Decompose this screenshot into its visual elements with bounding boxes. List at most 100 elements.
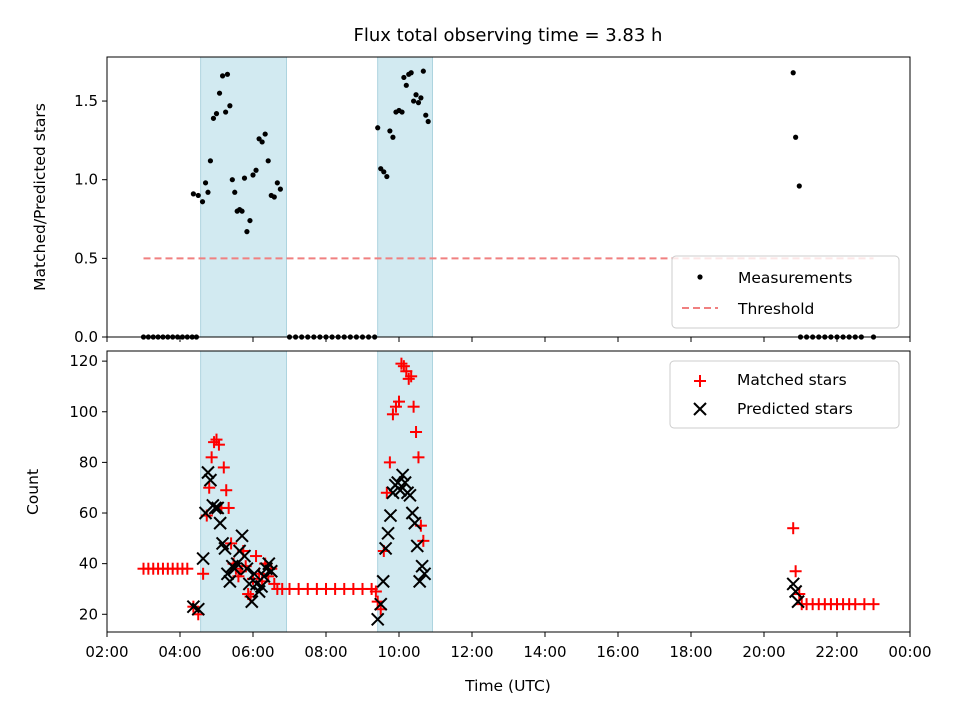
measurement-point: [401, 74, 407, 81]
measurement-point: [375, 125, 381, 131]
bottom-chart-legend: Matched stars Predicted stars: [669, 360, 900, 429]
measurement-point: [213, 111, 220, 117]
measurement-point: [796, 183, 802, 189]
predicted-star-point: [374, 597, 388, 611]
predicted-star-point: [240, 562, 254, 576]
matched-star-point: [203, 481, 216, 494]
predicted-star-point: [218, 541, 232, 556]
measurement-point: [418, 95, 424, 101]
shaded-interval-0: [200, 350, 287, 633]
x-tick-label: 04:00: [158, 643, 201, 661]
bottom-chart-y-axis: 20 40 60 80 100 120: [69, 352, 107, 623]
legend-label-threshold: Threshold: [737, 300, 814, 318]
measurement-point: [790, 70, 796, 76]
matched-star-point: [383, 456, 396, 469]
matched-star-point: [410, 426, 423, 439]
measurement-point: [381, 169, 387, 175]
measurement-point: [205, 189, 211, 195]
measurement-point: [420, 68, 426, 74]
matched-star-point: [789, 565, 802, 578]
matched-star-point: [787, 522, 800, 535]
predicted-star-point: [383, 508, 398, 523]
predicted-star-point: [791, 594, 805, 609]
top-chart-legend: Measurements Threshold: [671, 255, 900, 329]
measurement-point: [202, 180, 209, 186]
y-tick-label: 100: [69, 403, 98, 421]
measurement-point: [384, 173, 390, 180]
legend-label-measurements: Measurements: [738, 269, 853, 287]
measurement-point: [262, 131, 268, 137]
x-tick-label: 02:00: [85, 643, 128, 661]
matched-star-point: [250, 550, 263, 563]
predicted-star-point: [223, 574, 237, 589]
x-tick-label: 10:00: [377, 643, 420, 661]
y-tick-label: 60: [79, 504, 98, 522]
predicted-star-point: [245, 594, 259, 609]
measurement-point: [413, 92, 419, 98]
x-tick-label: 08:00: [304, 643, 347, 661]
matched-star-point: [220, 484, 233, 497]
matched-star-point: [386, 408, 399, 421]
predicted-star-point: [386, 486, 400, 500]
matched-star-point: [380, 486, 393, 499]
top-chart-title: Flux total observing time = 3.83 h: [354, 25, 663, 46]
predicted-star-point: [786, 577, 800, 591]
measurement-point: [423, 112, 429, 118]
y-tick-label: 20: [79, 605, 98, 623]
predicted-star-point: [211, 501, 225, 515]
legend-marker-measurements: [697, 274, 703, 280]
predicted-star-point: [201, 465, 215, 480]
measurement-point: [250, 172, 256, 178]
measurement-point: [271, 194, 277, 200]
measurement-point: [403, 82, 409, 88]
measurement-point: [229, 177, 235, 183]
measurement-point: [253, 167, 259, 173]
bottom-chart-x-axis: 02:00 04:00 06:00 08:00 10:00 12:00 14:00 16:00…: [85, 632, 932, 661]
measurement-point: [199, 199, 206, 205]
measurement-point: [387, 128, 393, 134]
top-chart-y-axis-label: Matched/Predicted stars: [31, 103, 49, 291]
measurement-point: [219, 73, 226, 79]
predicted-star-point: [376, 574, 390, 589]
x-tick-label: 14:00: [523, 643, 566, 661]
measurement-point: [425, 118, 431, 125]
measurements-series: [140, 68, 877, 340]
predicted-star-point: [254, 579, 269, 594]
x-tick-label: 20:00: [742, 643, 785, 661]
measurement-point: [190, 191, 196, 197]
predicted-star-point: [398, 475, 412, 490]
top-chart-x-axis: [106, 337, 911, 342]
predicted-star-point: [371, 612, 385, 627]
x-tick-label: 12:00: [450, 643, 493, 661]
measurement-point: [207, 158, 214, 164]
y-tick-label: 0.5: [74, 249, 98, 267]
x-tick-label: 00:00: [888, 643, 931, 661]
predicted-star-point: [410, 539, 424, 553]
measurement-point: [408, 70, 414, 76]
measurement-point: [216, 90, 223, 96]
y-tick-label: 1.5: [74, 92, 98, 110]
legend-label-predicted-stars: Predicted stars: [737, 400, 853, 418]
matched-star-point: [395, 357, 408, 370]
predicted-star-point: [378, 541, 393, 556]
legend-label-matched-stars: Matched stars: [737, 371, 847, 389]
measurement-point: [223, 109, 229, 115]
predicted-star-point: [415, 559, 429, 573]
predicted-star-point: [393, 483, 407, 497]
predicted-star-point: [203, 473, 218, 487]
predicted-star-point: [196, 551, 210, 566]
matched-star-point: [369, 585, 382, 598]
x-tick-label: 06:00: [231, 643, 274, 661]
measurement-point: [241, 175, 248, 181]
predicted-star-point: [237, 549, 252, 563]
x-tick-label: 16:00: [596, 643, 639, 661]
y-tick-label: 80: [79, 453, 98, 471]
predicted-star-point: [262, 556, 276, 571]
legend-marker-matched-stars: [694, 375, 706, 387]
matched-star-point: [402, 372, 415, 385]
predicted-star-point: [788, 584, 803, 599]
predicted-star-point: [247, 567, 261, 581]
predicted-star-point: [395, 468, 410, 482]
predicted-stars-series: [186, 465, 805, 627]
